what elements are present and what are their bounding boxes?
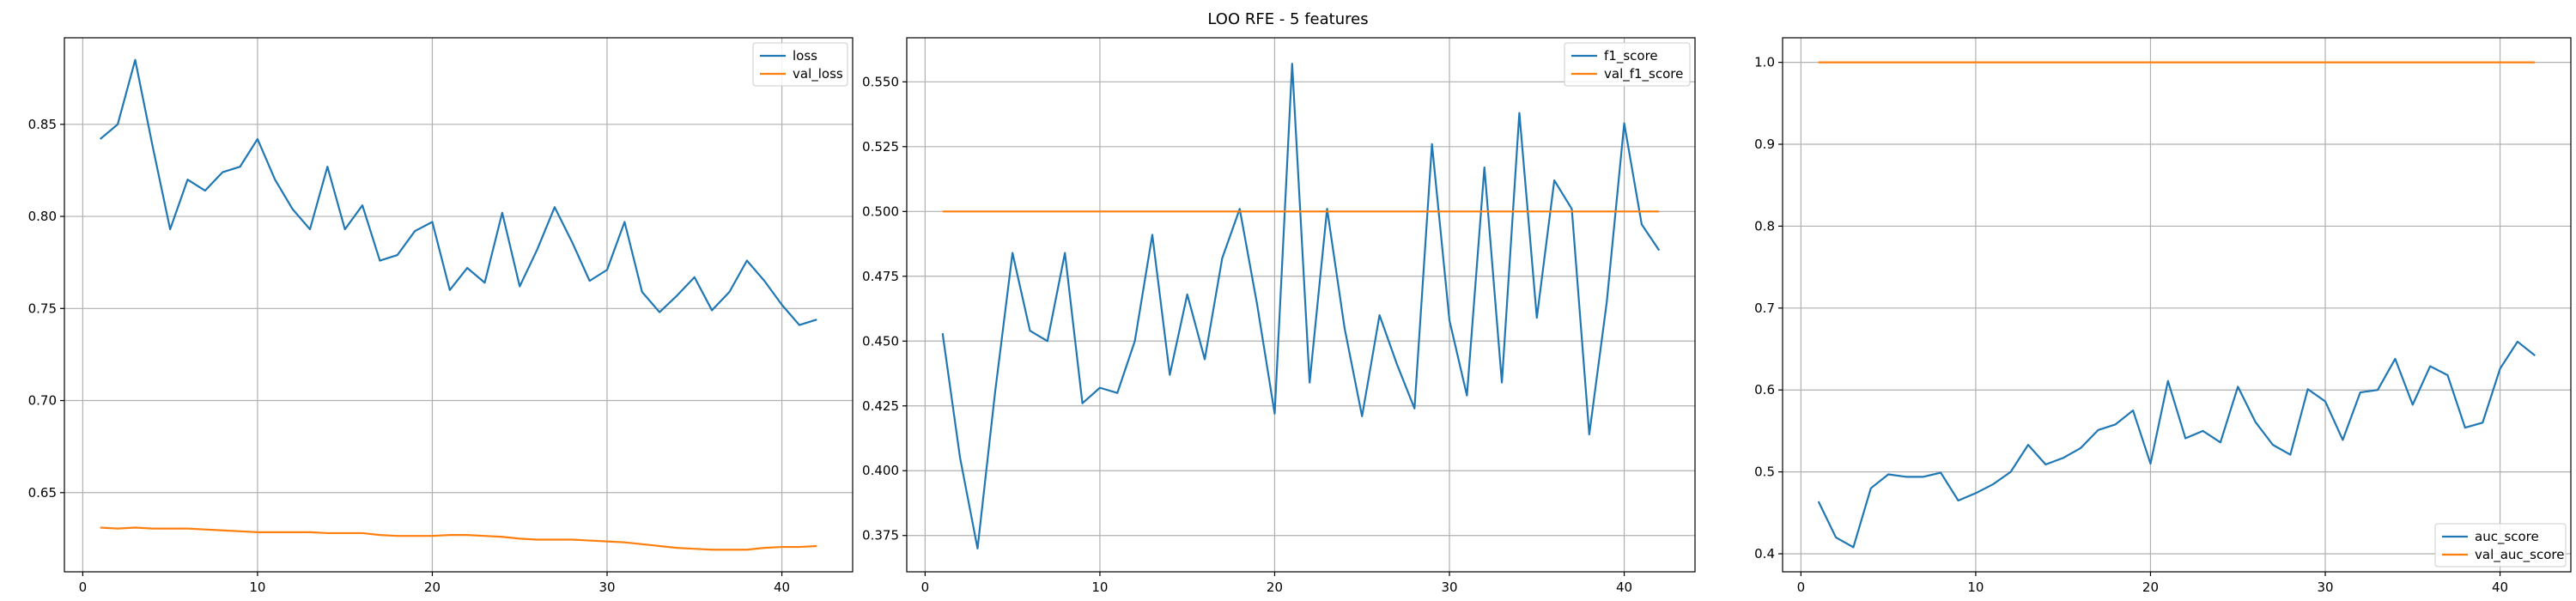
x-tick-label: 30 — [598, 580, 615, 595]
legend-label: f1_score — [1604, 48, 1658, 64]
series-line-auc-score — [1817, 340, 2536, 549]
y-tick-label: 0.550 — [862, 74, 899, 89]
x-tick-label: 0 — [79, 580, 88, 595]
y-tick-label: 0.65 — [28, 485, 57, 501]
figure-title: LOO RFE - 5 features — [1207, 10, 1368, 28]
y-tick-label: 0.80 — [28, 209, 57, 224]
subplot-2: 0 10 20 30 40 0.375 0.400 0.425 0.450 0.475 0.500 0… — [862, 37, 1696, 595]
y-tick-label: 0.375 — [862, 528, 899, 543]
x-tick-label: 0 — [921, 580, 930, 595]
series-line-val-loss — [100, 526, 817, 551]
y-tick-label: 0.400 — [862, 463, 899, 478]
legend-label: val_loss — [793, 66, 843, 82]
x-tick-label: 40 — [1616, 580, 1632, 595]
y-tick-label: 0.5 — [1754, 464, 1775, 480]
y-tick-label: 0.8 — [1754, 218, 1775, 234]
legend: auc_score val_auc_score — [2434, 523, 2567, 568]
x-tick-label: 30 — [2317, 580, 2333, 595]
y-tick-label: 0.4 — [1754, 546, 1775, 562]
axes-frame — [906, 37, 1696, 573]
y-tick-label: 0.475 — [862, 269, 899, 284]
y-tick-label: 0.9 — [1754, 137, 1775, 152]
y-tick-label: 0.500 — [862, 203, 899, 219]
x-tick-label: 20 — [2142, 580, 2159, 595]
y-tick-label: 0.525 — [862, 139, 899, 155]
x-tick-label: 40 — [2492, 580, 2508, 595]
series-line-loss — [100, 58, 817, 326]
subplots: 0 10 20 30 400.650.700.750.800.85lossval_los… — [28, 37, 2572, 595]
y-tick-label: 0.6 — [1754, 382, 1775, 398]
x-tick-label: 10 — [1091, 580, 1108, 595]
y-tick-label: 0.450 — [862, 333, 899, 349]
axes-frame — [1782, 37, 2572, 573]
axes-frame — [64, 37, 854, 573]
x-tick-label: 10 — [1967, 580, 1984, 595]
y-tick-label: 0.7 — [1754, 300, 1775, 316]
y-tick-label: 0.425 — [862, 398, 899, 414]
legend-label: loss — [793, 48, 817, 64]
legend-label: val_f1_score — [1604, 66, 1683, 82]
x-tick-label: 0 — [1797, 580, 1806, 595]
y-tick-label: 0.85 — [28, 117, 57, 132]
legend-label: auc_score — [2475, 529, 2539, 545]
y-tick-label: 0.75 — [28, 300, 57, 316]
legend-box — [2434, 523, 2567, 568]
y-tick-label: 0.70 — [28, 393, 57, 409]
legend-box — [752, 42, 848, 87]
x-tick-label: 20 — [424, 580, 440, 595]
legend: f1_score val_f1_score — [1564, 42, 1691, 87]
subplot-1: 0 10 20 30 40 0.65 0.70 0.75 0.80 0.85 loss val_los… — [28, 37, 854, 595]
legend-label: val_auc_score — [2475, 547, 2565, 563]
x-tick-label: 20 — [1267, 580, 1283, 595]
y-tick-label: 1.0 — [1754, 55, 1775, 70]
subplot-3: 0 10 20 30 40 0.4 0.5 0.6 0.7 0.8 0.9 1.0 auc_scorev… — [1754, 37, 2572, 595]
x-tick-label: 30 — [1441, 580, 1457, 595]
x-tick-label: 10 — [249, 580, 265, 595]
legend: loss val_loss — [752, 42, 848, 87]
x-tick-label: 40 — [774, 580, 790, 595]
legend-box — [1564, 42, 1691, 87]
series-line-f1-score — [941, 63, 1661, 549]
